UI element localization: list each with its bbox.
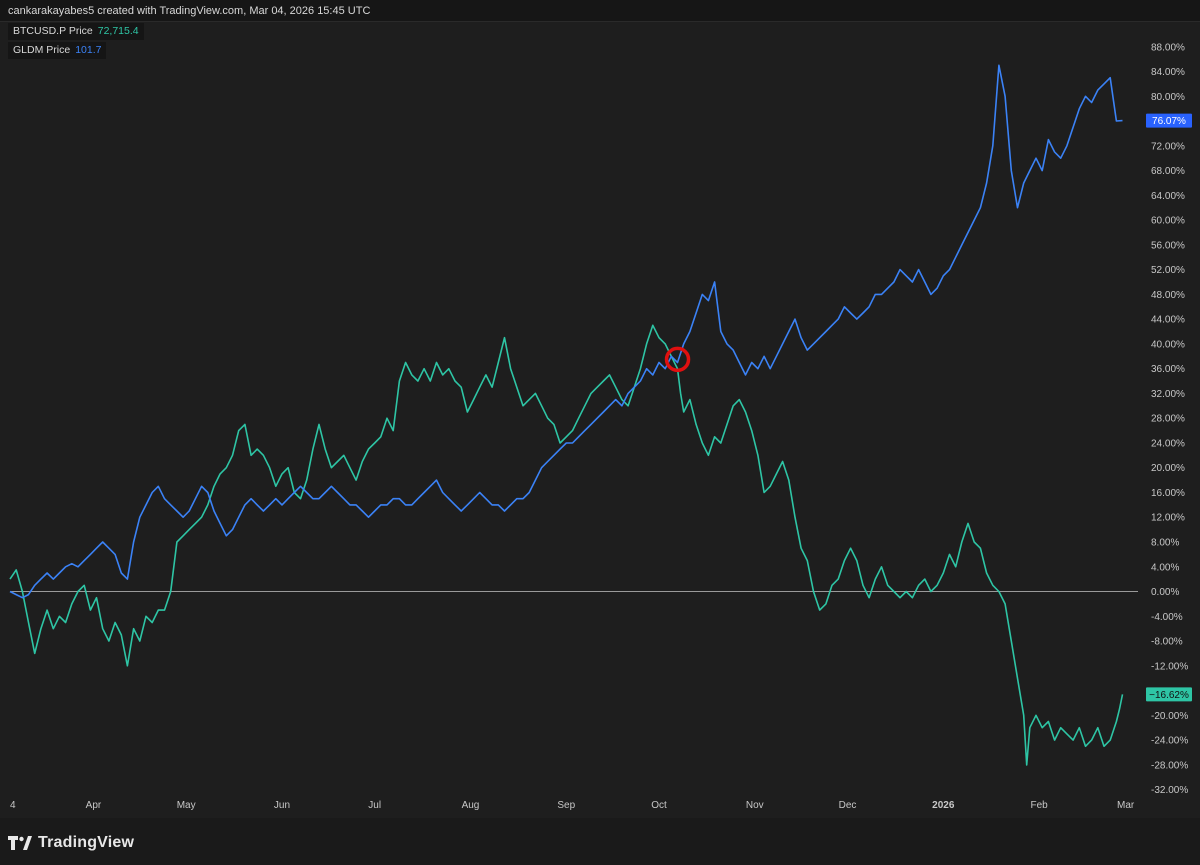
chart-caption: cankarakayabes5 created with TradingView… — [0, 0, 1200, 22]
y-tick-label: 20.00% — [1151, 463, 1185, 474]
y-tick-label: 28.00% — [1151, 414, 1185, 425]
y-tick-label: 56.00% — [1151, 240, 1185, 251]
y-tick-label: 16.00% — [1151, 488, 1185, 499]
legend-value-gldm: 101.7 — [75, 44, 102, 56]
legend-label-gldm: GLDM Price — [13, 44, 71, 56]
legend-label-btcusd: BTCUSD.P Price — [13, 25, 93, 37]
last-value-badge-bg — [1146, 113, 1192, 128]
y-tick-label: -8.00% — [1151, 637, 1183, 648]
y-tick-label: 4.00% — [1151, 562, 1179, 573]
y-tick-label: -20.00% — [1151, 711, 1188, 722]
legend-value-btcusd: 72,715.4 — [97, 25, 139, 37]
y-tick-label: -28.00% — [1151, 760, 1188, 771]
x-tick-label: Feb — [1030, 800, 1048, 811]
last-value-badge-label: 76.07% — [1152, 116, 1186, 127]
footer: TradingView — [0, 818, 1200, 865]
y-tick-label: 88.00% — [1151, 42, 1185, 53]
tradingview-logo-icon — [8, 836, 32, 850]
y-tick-label: 60.00% — [1151, 216, 1185, 227]
y-tick-label: 8.00% — [1151, 538, 1179, 549]
y-tick-label: 48.00% — [1151, 290, 1185, 301]
x-axis[interactable]: 4 Apr May Jun Jul Aug Sep Oct Nov Dec 2026 Feb Mar — [10, 800, 1135, 811]
series-line-btcusd-p-price[interactable] — [9, 324, 1124, 766]
price-comparison-chart[interactable]: 88.00% 84.00% 80.00% 72.00% 68.00% 64.00% 60.0… — [0, 22, 1200, 818]
tradingview-logo[interactable]: TradingView — [8, 834, 134, 852]
y-tick-label: 68.00% — [1151, 166, 1185, 177]
x-tick-label: Oct — [651, 800, 667, 811]
y-tick-label: 32.00% — [1151, 389, 1185, 400]
legend-row-gldm[interactable]: GLDM Price 101.7 — [8, 42, 107, 59]
y-tick-label: 40.00% — [1151, 339, 1185, 350]
x-tick-label: Aug — [462, 800, 480, 811]
annotation-layer — [664, 346, 691, 373]
series-line-gldm-price[interactable] — [9, 64, 1123, 599]
y-tick-label: 72.00% — [1151, 141, 1185, 152]
x-tick-label: Nov — [746, 800, 764, 811]
y-tick-label: 44.00% — [1151, 315, 1185, 326]
y-tick-label: -4.00% — [1151, 612, 1183, 623]
y-tick-label: 84.00% — [1151, 67, 1185, 78]
series-layer — [9, 64, 1124, 766]
x-tick-label: Sep — [557, 800, 575, 811]
y-tick-label: 64.00% — [1151, 191, 1185, 202]
y-tick-label: 12.00% — [1151, 513, 1185, 524]
x-tick-label: Apr — [86, 800, 102, 811]
y-tick-label: 36.00% — [1151, 364, 1185, 375]
last-value-badge-bg — [1146, 687, 1192, 702]
legend-row-btcusd[interactable]: BTCUSD.P Price 72,715.4 — [8, 23, 144, 40]
x-tick-label: 4 — [10, 800, 16, 811]
y-tick-label: -12.00% — [1151, 661, 1188, 672]
y-tick-label: 0.00% — [1151, 587, 1179, 598]
y-tick-label: 80.00% — [1151, 92, 1185, 103]
highlight-circle-annotation — [664, 346, 691, 373]
y-axis[interactable]: 88.00% 84.00% 80.00% 72.00% 68.00% 64.00% 60.0… — [1146, 42, 1192, 796]
y-tick-label: -24.00% — [1151, 736, 1188, 747]
x-tick-label: Jul — [368, 800, 381, 811]
x-tick-label: 2026 — [932, 800, 955, 811]
last-value-badge: 76.07% — [1146, 113, 1192, 128]
x-tick-label: Jun — [274, 800, 290, 811]
last-value-badge: −16.62% — [1146, 687, 1192, 702]
x-tick-label: Mar — [1117, 800, 1135, 811]
y-tick-label: -32.00% — [1151, 785, 1188, 796]
y-tick-label: 24.00% — [1151, 438, 1185, 449]
tradingview-logo-text: TradingView — [38, 834, 135, 851]
y-tick-label: 52.00% — [1151, 265, 1185, 276]
x-tick-label: Dec — [839, 800, 857, 811]
x-tick-label: May — [177, 800, 196, 811]
last-value-badge-label: −16.62% — [1149, 690, 1189, 701]
